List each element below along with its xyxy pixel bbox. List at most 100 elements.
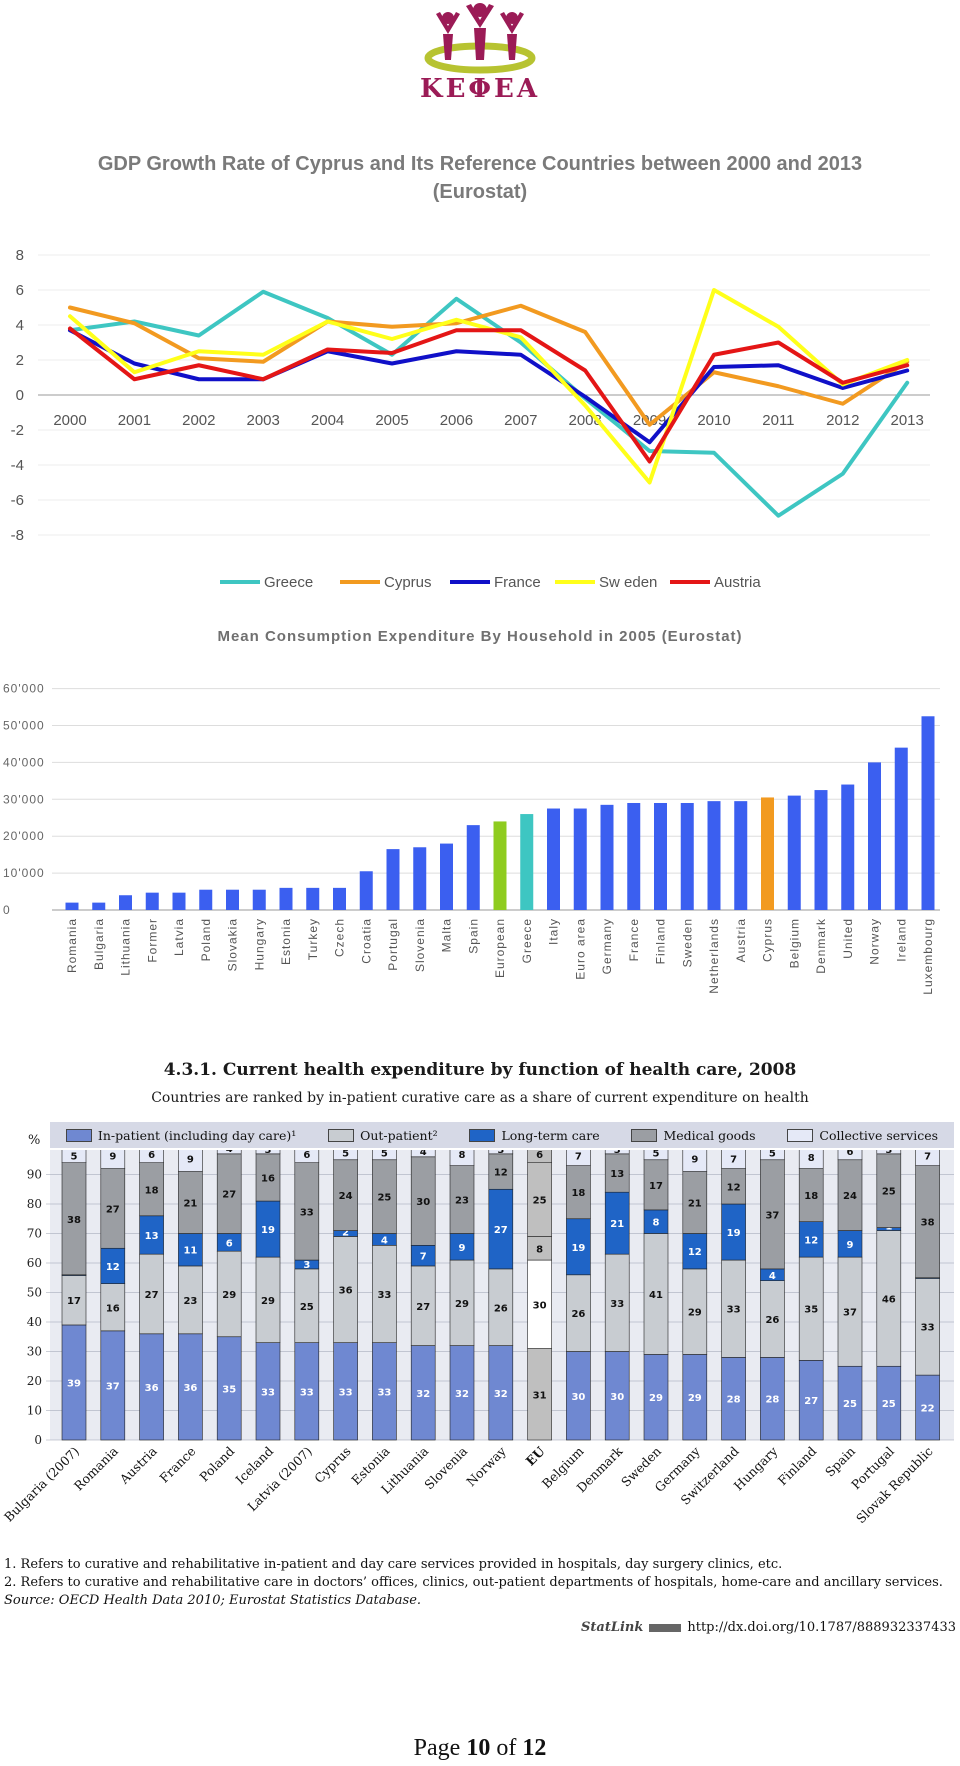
x-tick-label: Spain: [466, 918, 480, 954]
bar-segment: [604, 1153, 630, 1193]
bar-segment: [449, 1233, 475, 1261]
x-tick-label: Austria: [116, 1443, 160, 1487]
bar-segment: [566, 1351, 591, 1441]
data-label: 30: [610, 1392, 624, 1403]
page-number: Page 10 of 12: [413, 1735, 547, 1761]
data-label: 27: [416, 1302, 430, 1313]
y-tick-label: 60'000: [3, 682, 45, 696]
data-label: 5: [381, 1150, 388, 1159]
bar-segment: [682, 1268, 708, 1355]
data-label: 26: [494, 1303, 508, 1314]
x-tick-label: Hungary: [252, 918, 266, 970]
statlink-url[interactable]: http://dx.doi.org/10.1787/888932337433: [687, 1620, 956, 1635]
data-label: 2: [342, 1227, 349, 1238]
bar: [707, 801, 721, 910]
bar-segment: [372, 1245, 397, 1343]
data-label: 33: [727, 1305, 741, 1316]
y-tick-label: 80: [27, 1197, 42, 1211]
legend-swatch: [787, 1128, 814, 1142]
data-label: 27: [494, 1225, 508, 1236]
data-label: 5: [769, 1150, 776, 1159]
x-tick-label: Cyprus: [311, 1444, 353, 1486]
bar-segment: [721, 1203, 746, 1261]
bar: [306, 887, 320, 910]
bar-segment: [61, 1150, 87, 1164]
consumption-chart-title: Mean Consumption Expenditure By Househol…: [217, 628, 743, 645]
series-line-greece: [68, 289, 910, 518]
x-tick-label: Norway: [463, 1443, 509, 1489]
bar-segment: [410, 1345, 436, 1441]
bar-segment: [760, 1159, 785, 1270]
x-tick-label: Euro area: [573, 918, 587, 980]
bar-segment: [255, 1153, 281, 1202]
bar: [761, 797, 774, 910]
data-label: 32: [494, 1389, 508, 1400]
data-label: 29: [261, 1296, 275, 1307]
bar: [359, 871, 373, 910]
data-label: 18: [804, 1191, 818, 1202]
x-tick-label: 2011: [762, 412, 794, 429]
bar-segment: [643, 1159, 669, 1211]
data-label: 19: [571, 1243, 585, 1254]
bar-segment: [216, 1336, 242, 1441]
data-label: 25: [843, 1399, 857, 1410]
data-label: 27: [145, 1290, 159, 1301]
data-label: 36: [183, 1383, 197, 1394]
bar: [868, 762, 881, 910]
bar: [145, 892, 159, 910]
x-tick-label: Lithuania: [119, 918, 133, 976]
x-tick-label: Poland: [196, 1444, 237, 1485]
data-label: 3: [885, 1150, 892, 1156]
x-tick-label: Sweden: [680, 918, 694, 967]
y-tick-label: 70: [27, 1227, 42, 1241]
logo-figures-icon: [424, 3, 536, 74]
y-tick-label: -4: [11, 457, 24, 474]
data-label: 26: [765, 1315, 779, 1326]
bar-segment: [216, 1153, 242, 1234]
y-tick-label: -2: [11, 422, 24, 439]
data-label: 9: [187, 1154, 194, 1165]
data-label: 6: [148, 1150, 155, 1161]
bar: [600, 804, 614, 910]
bar-segment: [837, 1256, 863, 1367]
bar-segment: [643, 1150, 669, 1161]
data-label: 33: [339, 1387, 353, 1398]
x-tick-label: 2003: [247, 412, 280, 429]
series-line-austria: [68, 326, 910, 464]
data-label: 37: [843, 1308, 857, 1319]
health-chart-subtitle: Countries are ranked by in-patient curat…: [151, 1090, 809, 1106]
bar: [386, 849, 400, 910]
y-tick-label: 20: [27, 1374, 42, 1388]
bar-segment: [760, 1280, 785, 1358]
bar-segment: [139, 1333, 164, 1441]
y-tick-label: 8: [16, 247, 24, 264]
data-label: 35: [804, 1305, 818, 1316]
bar-segment: [798, 1150, 824, 1169]
data-label: 3: [614, 1150, 621, 1156]
note-2: 2. Refers to curative and rehabilitative…: [4, 1575, 943, 1590]
data-label: 38: [921, 1218, 935, 1229]
y-tick-label: 10: [27, 1404, 42, 1418]
data-label: 25: [533, 1196, 547, 1207]
data-label: 6: [847, 1150, 854, 1158]
bar-segment: [294, 1268, 320, 1343]
data-label: 9: [691, 1154, 698, 1165]
data-label: 7: [420, 1252, 427, 1263]
bar-segment: [178, 1333, 203, 1441]
bar-segment: [682, 1233, 708, 1270]
bar-segment: [410, 1265, 436, 1346]
statlink: StatLink http://dx.doi.org/10.1787/888932…: [581, 1620, 956, 1635]
bar: [921, 716, 935, 910]
bar-segment: [255, 1342, 281, 1441]
data-label: 7: [730, 1154, 737, 1165]
bar-segment: [372, 1150, 397, 1161]
x-tick-label: EU: [523, 1443, 548, 1468]
bar-segment: [876, 1150, 902, 1155]
y-tick-label: 40'000: [3, 755, 45, 769]
legend-inpatient: In-patient (including day care)¹: [65, 1128, 296, 1143]
y-tick-label: 100: [19, 1150, 42, 1152]
bar: [894, 747, 908, 910]
data-label: 33: [377, 1290, 391, 1301]
data-label: 17: [649, 1181, 663, 1192]
data-label: 6: [536, 1150, 543, 1161]
